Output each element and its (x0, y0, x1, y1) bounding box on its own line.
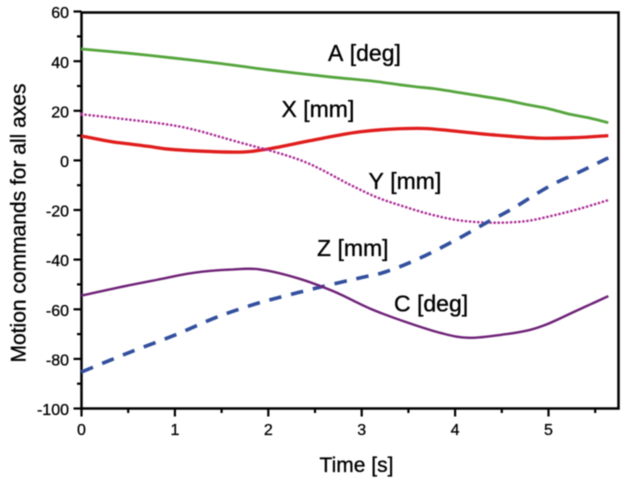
svg-text:-100: -100 (37, 402, 69, 419)
svg-text:-80: -80 (46, 353, 69, 370)
svg-text:5: 5 (544, 422, 553, 439)
svg-text:C [deg]: C [deg] (394, 291, 468, 317)
svg-text:2: 2 (264, 422, 273, 439)
svg-text:A [deg]: A [deg] (328, 40, 401, 66)
svg-text:20: 20 (51, 104, 69, 121)
svg-text:Y [mm]: Y [mm] (369, 168, 442, 194)
svg-text:3: 3 (357, 422, 366, 439)
svg-text:X [mm]: X [mm] (282, 96, 355, 122)
svg-text:0: 0 (77, 422, 86, 439)
svg-text:-40: -40 (46, 253, 69, 270)
svg-text:Z [mm]: Z [mm] (317, 235, 389, 261)
svg-text:1: 1 (170, 422, 179, 439)
svg-text:40: 40 (51, 55, 69, 72)
svg-text:60: 60 (51, 5, 69, 22)
svg-text:Motion commands for all axes: Motion commands for all axes (8, 84, 31, 363)
svg-text:0: 0 (60, 154, 69, 171)
svg-text:4: 4 (451, 422, 460, 439)
svg-text:-60: -60 (46, 303, 69, 320)
svg-text:Time [s]: Time [s] (320, 454, 394, 477)
svg-text:-20: -20 (46, 204, 69, 221)
